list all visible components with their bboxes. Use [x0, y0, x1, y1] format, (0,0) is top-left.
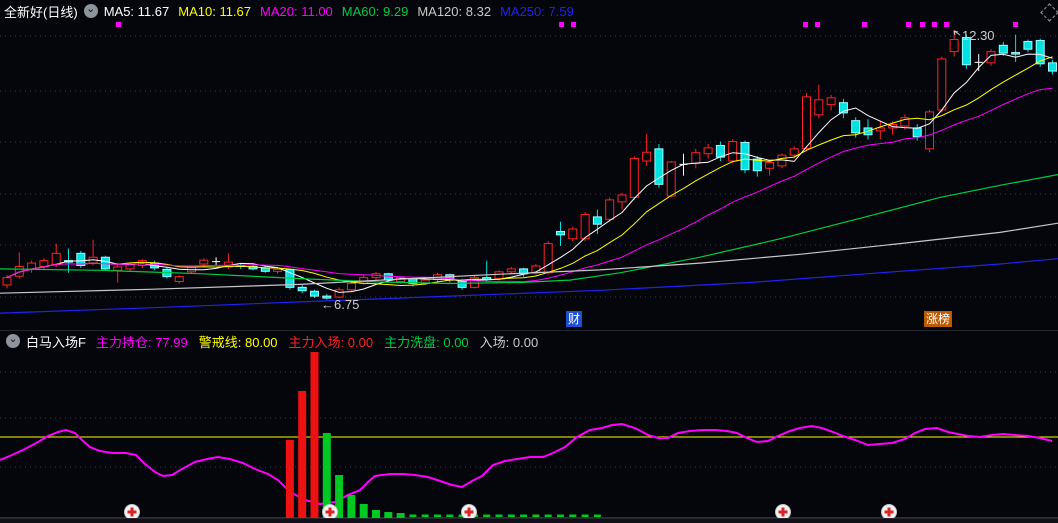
- holding-value: 主力持仓: 77.99: [95, 334, 188, 350]
- indicator-header: ⌄ 白马入场F 主力持仓: 77.99 警戒线: 80.00 主力入场: 0.0…: [0, 331, 1058, 351]
- ma60-legend: MA60: 9.29: [341, 3, 409, 19]
- collapse-chevron-icon-sub[interactable]: ⌄: [6, 334, 20, 348]
- stock-title: 全新好(日线): [4, 4, 78, 20]
- washout-value: 主力洗盘: 0.00: [384, 334, 469, 350]
- candlestick-chart[interactable]: ←6.75 12.30: [0, 22, 1058, 330]
- ma20-legend: MA20: 11.00: [260, 3, 333, 19]
- svg-text:12.30: 12.30: [962, 28, 995, 43]
- indicator-title: 白马入场F: [26, 334, 86, 350]
- bottom-edge: [0, 518, 1058, 523]
- panel-divider: [0, 330, 1058, 331]
- main-chart-header: 全新好(日线) ⌄ MA5: 11.67 MA10: 11.67 MA20: 1…: [0, 0, 1058, 22]
- ma10-legend: MA10: 11.67: [178, 3, 252, 19]
- tag-zhangbang[interactable]: 涨榜: [924, 311, 953, 327]
- ma250-legend: MA250: 7.59: [500, 3, 574, 19]
- indicator-chart[interactable]: [0, 352, 1058, 518]
- tag-cai[interactable]: 财: [566, 311, 583, 327]
- warning-value: 警戒线: 80.00: [198, 334, 278, 350]
- ma5-legend: MA5: 11.67: [103, 3, 170, 19]
- svg-text:←6.75: ←6.75: [321, 297, 359, 312]
- entry-main-value: 主力入场: 0.00: [288, 334, 374, 350]
- ma120-legend: MA120: 8.32: [417, 3, 492, 19]
- collapse-chevron-icon[interactable]: ⌄: [83, 4, 98, 18]
- entry-value: 入场: 0.00: [479, 334, 539, 350]
